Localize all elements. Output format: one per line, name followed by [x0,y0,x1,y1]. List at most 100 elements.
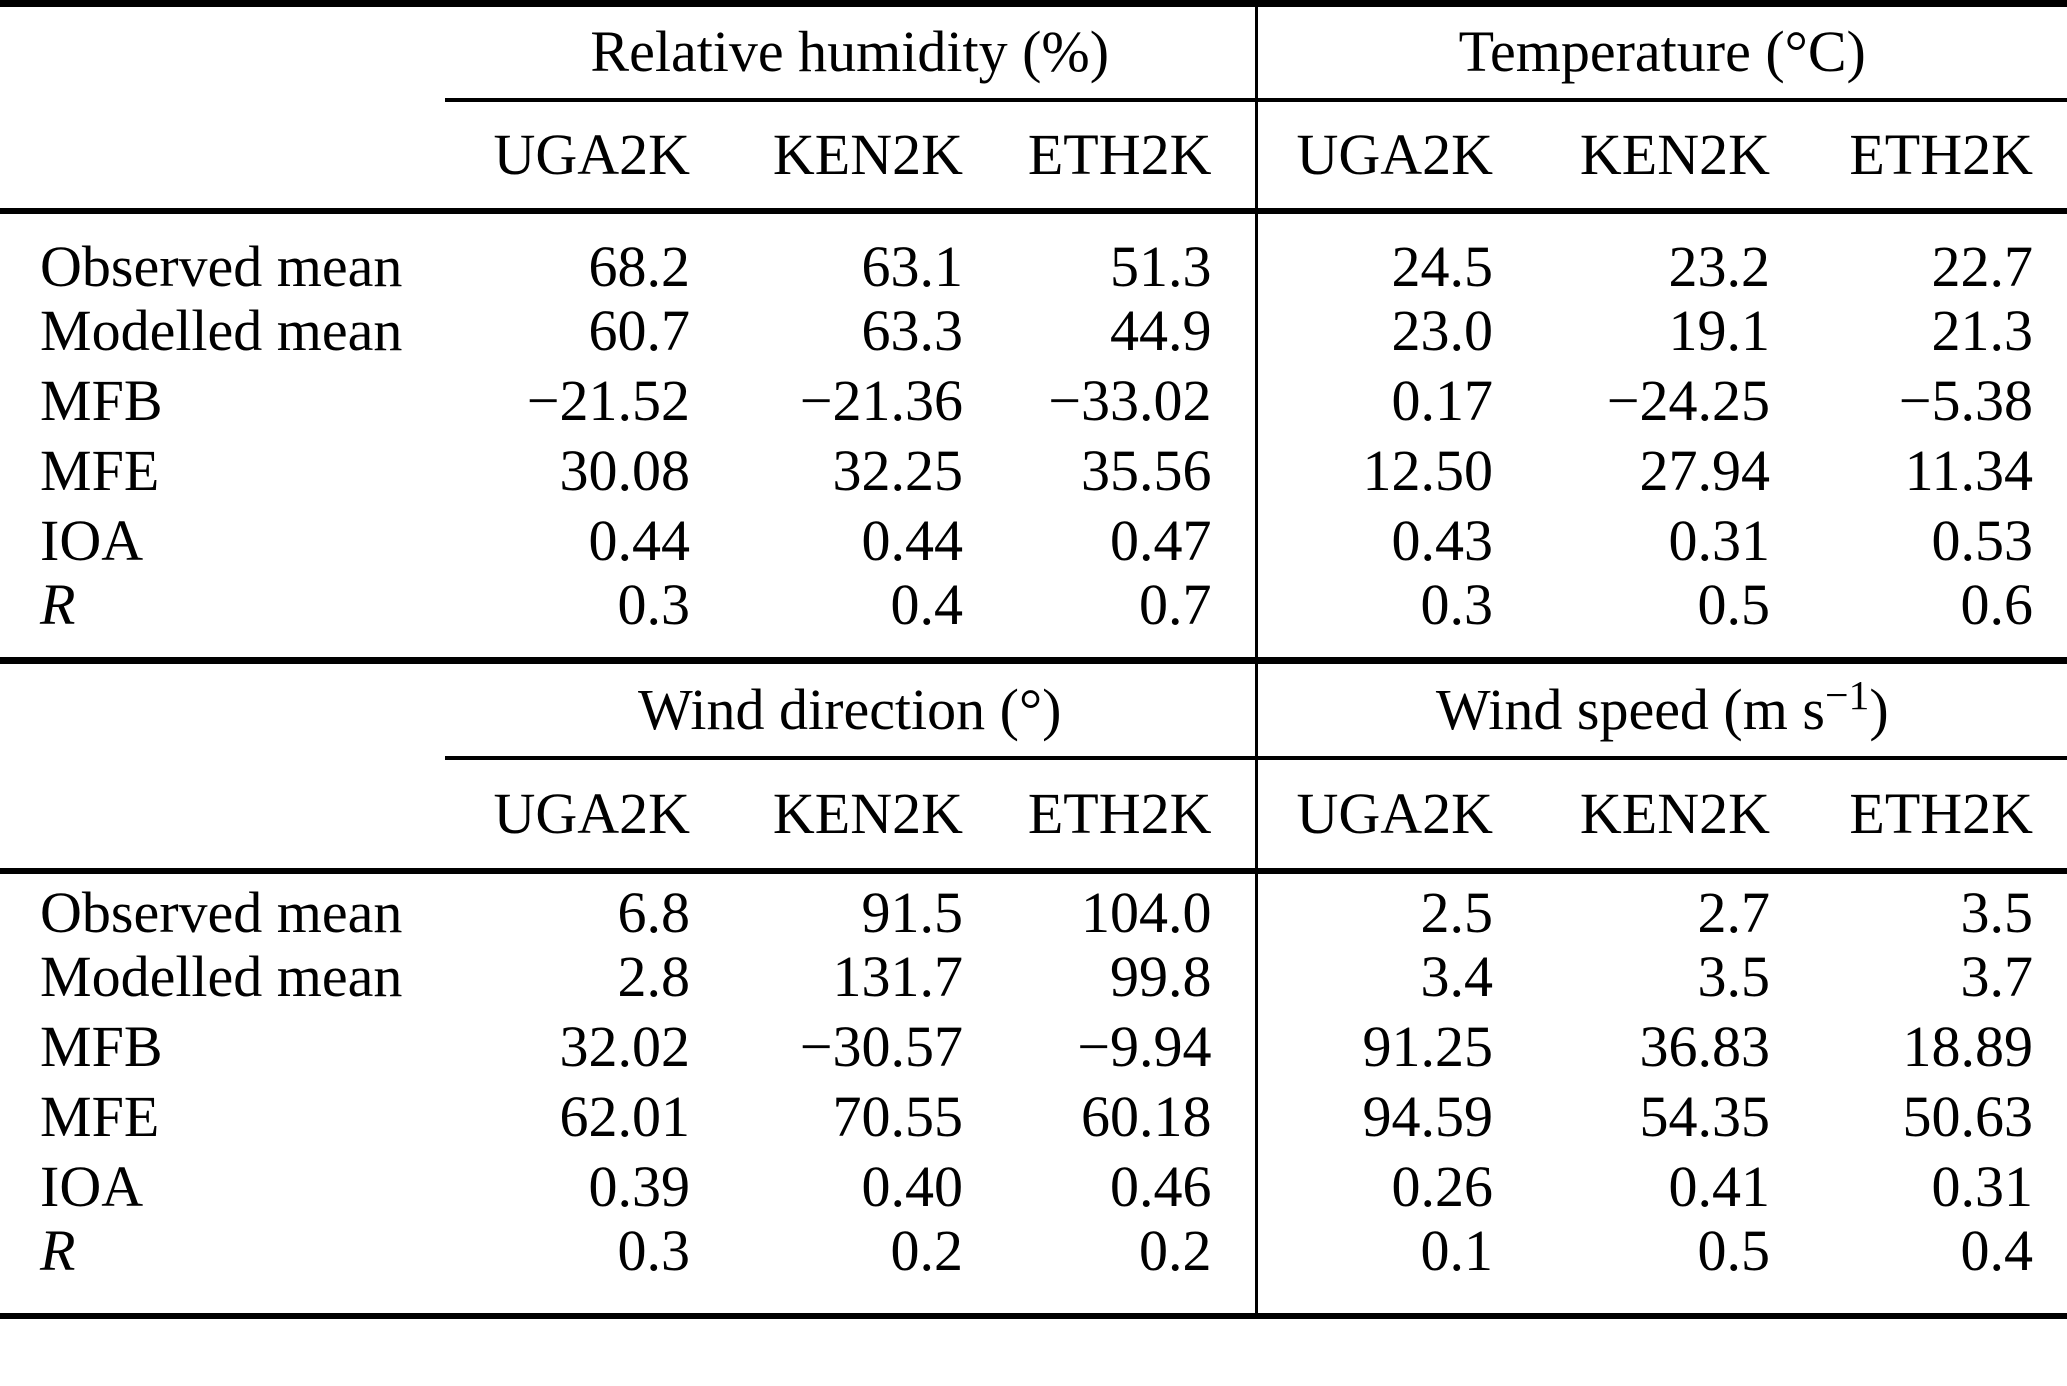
group-title: Wind direction (°) [637,676,1062,742]
data-cell: 0.44 [588,507,691,573]
data-cell: 27.94 [1639,437,1771,503]
data-cell: 0.4 [890,575,964,637]
site-header: KEN2K [1505,99,1782,214]
data-cell: 0.44 [861,507,964,573]
group-header-relative-humidity: Relative humidity (%) [445,3,1258,102]
data-cell: 94.59 [1362,1083,1494,1149]
data-cell: 32.02 [559,1013,691,1079]
row-label: MFE [40,437,160,503]
data-cell: 0.53 [1931,507,2034,573]
table-row: Modelled mean 60.7 63.3 44.9 23.0 19.1 2… [0,295,2067,366]
site-header: KEN2K [702,99,975,214]
data-cell: 36.83 [1639,1013,1771,1079]
data-cell: 2.7 [1697,879,1771,942]
data-cell: 21.3 [1931,297,2034,363]
table-row: Modelled mean 2.8 131.7 99.8 3.4 3.5 3.7 [0,941,2067,1012]
group-header-wind-speed: Wind speed (m s−1) [1256,663,2067,760]
site-header: UGA2K [1256,99,1505,214]
data-cell: 3.5 [1697,943,1771,1009]
row-label: Observed mean [40,879,403,942]
site-header: ETH2K [1782,99,2067,214]
table-row: MFE 30.08 32.25 35.56 12.50 27.94 11.34 [0,435,2067,506]
row-label: R [40,1221,76,1283]
data-cell: 19.1 [1668,297,1771,363]
data-cell: 60.7 [588,297,691,363]
site-header: ETH2K [1782,757,2067,874]
data-cell: −21.52 [526,367,690,433]
data-cell: 0.26 [1391,1153,1494,1219]
data-cell: 0.47 [975,505,1258,576]
stub-header-cell [0,3,445,214]
data-cell: 63.3 [861,297,964,363]
row-label: IOA [40,1153,144,1219]
row-label: Modelled mean [40,943,403,1009]
data-cell: 0.2 [975,1221,1258,1316]
row-label: MFE [40,1083,160,1149]
site-header: KEN2K [702,757,975,874]
data-cell: 11.34 [1904,437,2034,503]
data-cell: 0.41 [1668,1153,1771,1219]
row-label: Modelled mean [40,297,403,363]
group-header-row: Relative humidity (%) Temperature (°C) [0,3,2067,214]
data-cell: 35.56 [975,435,1258,506]
data-cell: 32.25 [832,437,964,503]
data-cell: 0.5 [1697,1221,1771,1283]
row-label: R [40,575,76,637]
group-header-temperature: Temperature (°C) [1256,3,2067,102]
data-cell: 22.7 [1931,233,2034,296]
table-row: IOA 0.39 0.40 0.46 0.26 0.41 0.31 [0,1151,2067,1222]
table-row: MFE 62.01 70.55 60.18 94.59 54.35 50.63 [0,1081,2067,1152]
data-cell: 30.08 [559,437,691,503]
data-cell: 12.50 [1362,437,1494,503]
data-cell: 0.43 [1391,507,1494,573]
data-cell: 0.31 [1668,507,1771,573]
data-cell: 91.5 [861,879,964,942]
data-cell: 6.8 [617,879,691,942]
group-title-end: ) [1869,676,1889,742]
data-cell: 0.2 [890,1221,964,1283]
data-cell: −30.57 [799,1013,963,1079]
data-cell: 23.2 [1668,233,1771,296]
data-cell: 131.7 [832,943,964,1009]
data-cell: 0.17 [1391,367,1494,433]
data-cell: 0.39 [588,1153,691,1219]
site-header-row: UGA2K KEN2K ETH2K UGA2K KEN2K ETH2K [0,757,2067,874]
data-cell: 0.5 [1697,575,1771,637]
data-cell: 70.55 [832,1083,964,1149]
group-title-superscript: −1 [1824,672,1870,719]
table-row: Observed mean 68.2 63.1 51.3 24.5 23.2 2… [0,210,2067,296]
group-title: Wind speed (m s [1435,676,1825,742]
data-cell: 0.6 [1960,575,2034,637]
data-cell: 0.4 [1960,1221,2034,1283]
site-header: KEN2K [1505,757,1782,874]
data-cell: 0.46 [975,1151,1258,1222]
data-cell: 0.1 [1420,1221,1494,1283]
row-label: MFB [40,367,163,433]
row-label: IOA [40,507,144,573]
table-row: IOA 0.44 0.44 0.47 0.43 0.31 0.53 [0,505,2067,576]
table-row: R 0.3 0.2 0.2 0.1 0.5 0.4 [0,1221,2067,1316]
table-row: R 0.3 0.4 0.7 0.3 0.5 0.6 [0,575,2067,660]
data-cell: 54.35 [1639,1083,1771,1149]
data-cell: −5.38 [1898,367,2034,433]
data-cell: 99.8 [975,941,1258,1012]
site-header: UGA2K [1256,757,1505,874]
site-header: UGA2K [445,99,702,214]
site-header: ETH2K [975,99,1258,214]
data-cell: 3.5 [1960,879,2034,942]
stats-table-wind-direction-speed: Wind direction (°) Wind speed (m s−1) UG… [0,663,2067,1319]
data-cell: 2.5 [1420,879,1494,942]
data-cell: 24.5 [1391,233,1494,296]
data-cell: 0.31 [1931,1153,2034,1219]
data-cell: 51.3 [975,210,1258,296]
data-cell: 63.1 [861,233,964,296]
group-title: Temperature (°C) [1458,19,1866,85]
stub-header-cell [0,663,445,874]
data-cell: 91.25 [1362,1013,1494,1079]
data-cell: 0.3 [1420,575,1494,637]
data-cell: −24.25 [1606,367,1770,433]
data-cell: 60.18 [975,1081,1258,1152]
table-row: MFB 32.02 −30.57 −9.94 91.25 36.83 18.89 [0,1011,2067,1082]
stats-table-humidity-temperature: Relative humidity (%) Temperature (°C) U… [0,0,2067,664]
